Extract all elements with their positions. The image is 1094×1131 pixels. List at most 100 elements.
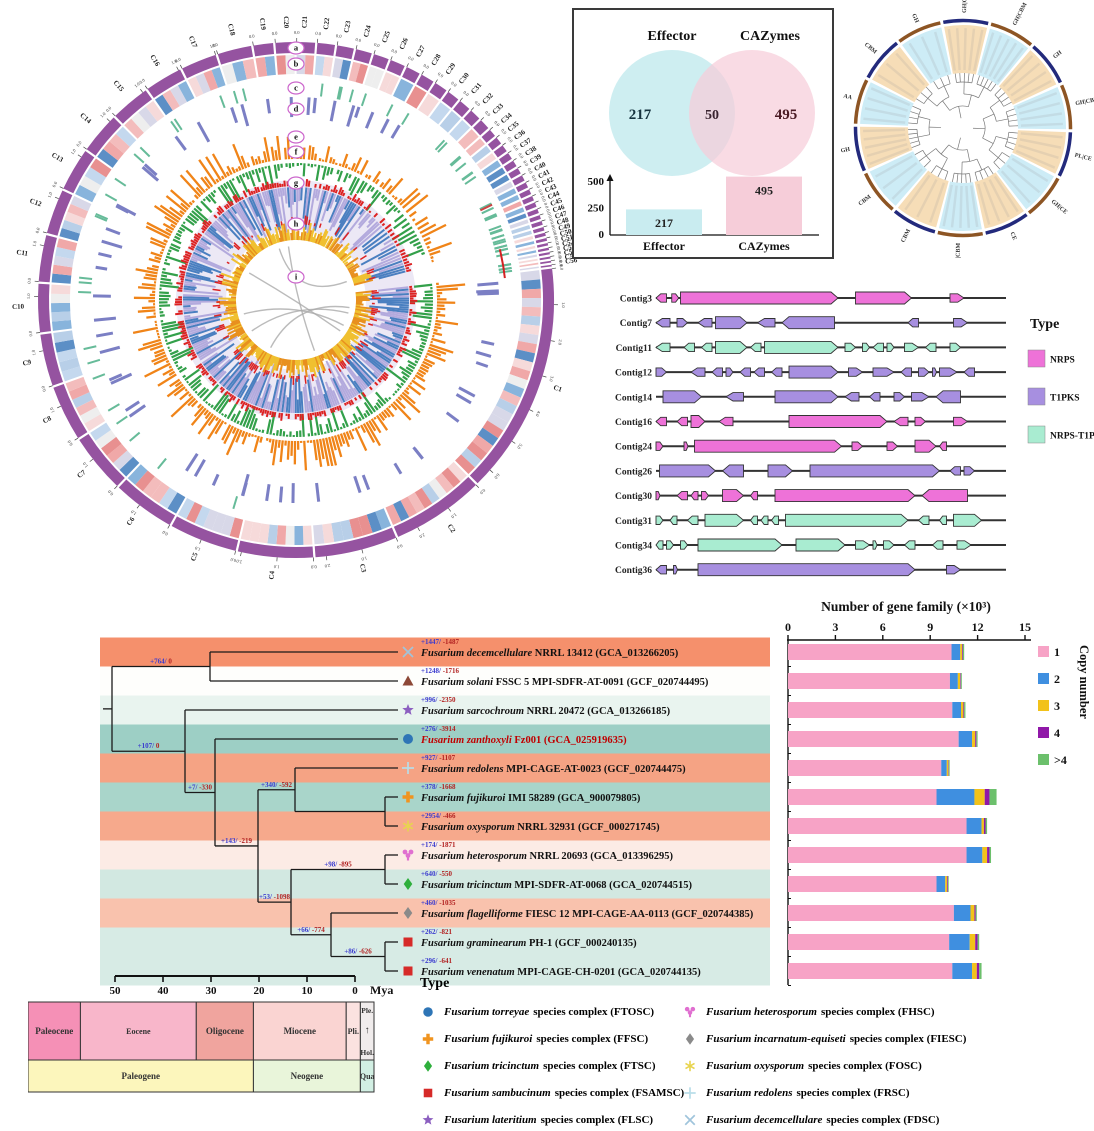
bgc-row-Contig16: Contig16: [615, 415, 1006, 428]
contig-label: C27: [414, 44, 427, 59]
gene-arrow: [697, 563, 916, 577]
gf-bar-segment: [962, 644, 963, 660]
tick-label: 0.0: [315, 31, 322, 37]
tick-label: 0.0: [527, 167, 534, 175]
bgc-row-Contig24: Contig24: [615, 439, 1006, 453]
bgc-row-Contig7: Contig7: [620, 316, 1006, 329]
gf-chart-title: Number of gene family (×10³): [821, 599, 991, 614]
bgc-legend-swatch: [1027, 387, 1046, 406]
tick-label: 1.0: [129, 509, 137, 517]
gf-bar-segment: [969, 934, 976, 950]
circos-plot: C10.01.02.03.04.05.06.0C20.01.02.0C30.01…: [12, 15, 578, 579]
tick-label: 0.0: [423, 63, 431, 70]
contig-row-label: Contig16: [615, 418, 652, 428]
species-label: Fusarium tricinctum MPI-SDFR-AT-0068 (GC…: [420, 880, 692, 891]
epoch-paleocene-label: Paleocene: [35, 1026, 73, 1036]
gene-arrow: [767, 464, 794, 478]
epoch-eocene-label: Eocene: [126, 1027, 151, 1036]
gene-arrow: [690, 490, 699, 501]
tick-label: 6.0: [493, 473, 501, 481]
tick-label: 0.0: [249, 33, 256, 39]
track-letter: i: [295, 272, 298, 282]
gene-arrow: [872, 540, 878, 550]
tick-label: 0.0: [517, 152, 525, 160]
bgc-legend-swatch: [1027, 425, 1046, 444]
period-paleogene-label: Paleogene: [121, 1071, 160, 1081]
species-stripe: [100, 869, 770, 899]
gene-arrow: [680, 291, 839, 305]
tick-label: 0.0: [105, 105, 113, 113]
epoch-pli-label: Pli.: [348, 1027, 359, 1036]
legend-left-column: Fusarium torreyae species complex (FTOSC)…: [420, 998, 685, 1131]
contig-row-label: Contig11: [616, 344, 653, 354]
leaf-gain-loss-label: +1447/ -1487: [421, 638, 460, 646]
tick-label: 4.0: [534, 410, 541, 418]
species-label: Fusarium flagelliforme FIESC 12 MPI-CAGE…: [420, 909, 754, 920]
gf-bar-segment: [985, 818, 988, 834]
cazy-class-label: AA: [843, 93, 854, 101]
gf-bar-segment: [788, 789, 937, 805]
gene-arrow: [749, 515, 758, 525]
gene-arrow: [949, 342, 962, 353]
bar-axis-tick: 250: [588, 203, 605, 215]
contig-label: C5: [189, 551, 200, 562]
track-letter: f: [295, 147, 298, 157]
gene-arrow: [953, 416, 969, 427]
gene-arrow: [676, 490, 688, 501]
cazy-class-label: GH: [1052, 50, 1063, 61]
contig-label: C28: [430, 52, 443, 67]
gene-arrow: [722, 489, 745, 503]
tick-label: 1.0: [561, 302, 566, 308]
track-oval: [287, 176, 305, 190]
gene-arrow: [697, 318, 713, 328]
contig-label: C54: [563, 247, 577, 257]
gene-arrow: [844, 342, 857, 353]
gf-bar-segment: [987, 847, 990, 863]
contig-row-label: Contig24: [615, 443, 652, 453]
period-neogene: [252, 1059, 361, 1093]
legend-complex-name: species complex (FTSC): [543, 1059, 656, 1072]
contig-row-label: Contig7: [620, 319, 652, 329]
gf-bar-segment: [960, 673, 962, 689]
venn-panel: Effector CAZymes 217 50 495 500 250 0 217 Ef…: [572, 8, 834, 259]
leaf-gain-loss-label: +460/ -1035: [421, 899, 456, 907]
gf-bar-segment: [970, 905, 975, 921]
track-oval: [287, 102, 305, 116]
gene-arrow: [760, 515, 769, 525]
tick-label: 1.0: [170, 58, 178, 65]
gf-bar-segment: [958, 731, 973, 747]
species-complex-legend: Type Fusarium torreyae species complex (F…: [420, 976, 1092, 1131]
copy-number-swatch: [1038, 754, 1049, 765]
tick-label: 2.0: [324, 563, 331, 569]
gene-arrow: [917, 515, 930, 525]
period-neogene-label: Neogene: [291, 1071, 324, 1081]
gf-bar-segment: [948, 760, 950, 776]
legend-item: Fusarium incarnatum-equiseti species comp…: [682, 1025, 966, 1052]
gene-arrow: [907, 318, 919, 328]
tick-label: 1.0: [70, 147, 78, 155]
gf-bar-segment: [984, 789, 990, 805]
gf-bar-segment: [953, 905, 971, 921]
leaf-gain-loss-label: +1248/ -1716: [421, 667, 460, 675]
contig-label: C20: [282, 16, 291, 29]
contig-row-label: Contig31: [615, 517, 652, 527]
legend-complex-name: species complex (FSAMSC): [554, 1086, 685, 1099]
gf-bar-segment: [788, 876, 937, 892]
gene-arrow: [666, 540, 675, 550]
cazy-class-label: GH|CBM: [955, 243, 962, 258]
copy-number-label: >4: [1054, 753, 1067, 767]
gene-arrow: [701, 490, 710, 501]
copy-number-swatch: [1038, 727, 1049, 738]
epoch-miocene-label: Miocene: [284, 1026, 316, 1036]
contig-label: C2: [446, 523, 458, 535]
contig-label: C24: [362, 24, 373, 38]
species-label: Fusarium redolens MPI-CAGE-AT-0023 (GCF_…: [420, 764, 686, 775]
gene-arrow: [963, 367, 975, 377]
tick-label: 0.0: [462, 90, 470, 98]
tick-label: 1.0: [49, 406, 56, 414]
gene-arrow: [655, 293, 667, 303]
species-stripe: [100, 753, 770, 783]
tick-label: 0.0: [531, 174, 538, 182]
gene-arrow: [662, 390, 703, 404]
tick-label: 1.0: [31, 349, 37, 356]
